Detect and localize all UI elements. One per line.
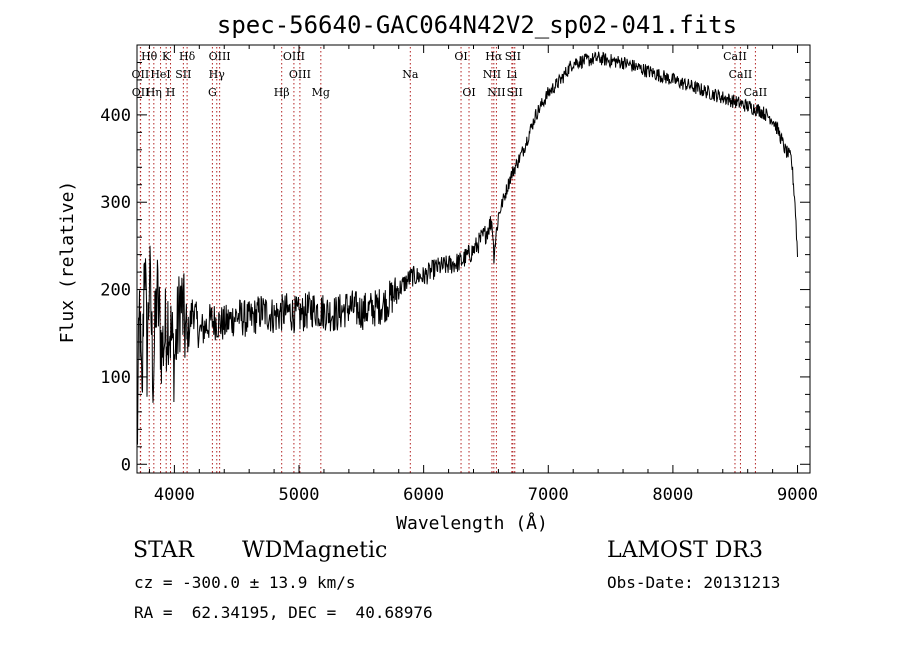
line-label: OII [132, 68, 150, 81]
y-tick-label: 0 [121, 455, 131, 475]
x-tick-label: 5000 [279, 485, 320, 505]
x-tick-label: 7000 [528, 485, 569, 505]
line-label: OI [454, 50, 467, 63]
x-axis-label: Wavelength (Å) [396, 512, 548, 534]
line-label: OI [462, 86, 475, 99]
line-label: K [162, 50, 171, 63]
coordinates: RA = 62.34195, DEC = 40.68976 [134, 603, 433, 622]
line-label: OII [132, 86, 150, 99]
observation-date: Obs-Date: 20131213 [607, 573, 781, 592]
plot-frame [136, 44, 811, 474]
y-axis-label: Flux (relative) [57, 181, 78, 344]
y-tick-label: 100 [100, 368, 131, 388]
object-subclass: WDMagnetic [242, 538, 388, 563]
line-label: SII [505, 50, 521, 63]
line-label: OIII [289, 68, 311, 81]
line-label: CaII [729, 68, 753, 81]
line-label: HeI [150, 68, 170, 81]
chart-title: spec-56640-GAC064N42V2_sp02-041.fits [217, 11, 737, 39]
line-label: Hγ [209, 68, 226, 81]
object-class: STAR [133, 538, 194, 563]
spectrum-line [136, 51, 798, 445]
survey-name: LAMOST DR3 [607, 538, 763, 563]
y-axis: 0 100 200 300 400 [100, 61, 810, 475]
line-label: SII [507, 86, 523, 99]
y-tick-label: 400 [100, 106, 131, 126]
line-label: Hα [485, 50, 503, 63]
x-axis: 4000 5000 6000 7000 8000 9000 [148, 45, 818, 505]
line-label: Hδ [179, 50, 196, 63]
line-label: Na [402, 68, 419, 81]
line-label: G [208, 86, 217, 99]
line-label: NII [483, 68, 501, 81]
x-tick-label: 8000 [652, 485, 693, 505]
y-tick-label: 300 [100, 193, 131, 213]
x-tick-label: 4000 [154, 485, 195, 505]
line-label: Hθ [141, 50, 158, 63]
line-label: CaII [723, 50, 747, 63]
x-tick-label: 9000 [777, 485, 818, 505]
line-label: Mg [312, 86, 330, 99]
y-tick-label: 200 [100, 281, 131, 301]
line-label: OIII [283, 50, 305, 63]
line-label: H [166, 86, 176, 99]
x-tick-label: 6000 [403, 485, 444, 505]
line-label: SII [175, 68, 191, 81]
line-label: Hβ [274, 86, 290, 99]
line-label: Li [506, 68, 517, 81]
spectrum-layer [136, 51, 798, 445]
line-label: NII [487, 86, 505, 99]
line-label: OIII [209, 50, 231, 63]
line-markers [139, 47, 756, 473]
redshift-velocity: cz = -300.0 ± 13.9 km/s [134, 573, 356, 592]
line-label: CaII [744, 86, 768, 99]
line-label: Hη [146, 86, 162, 99]
